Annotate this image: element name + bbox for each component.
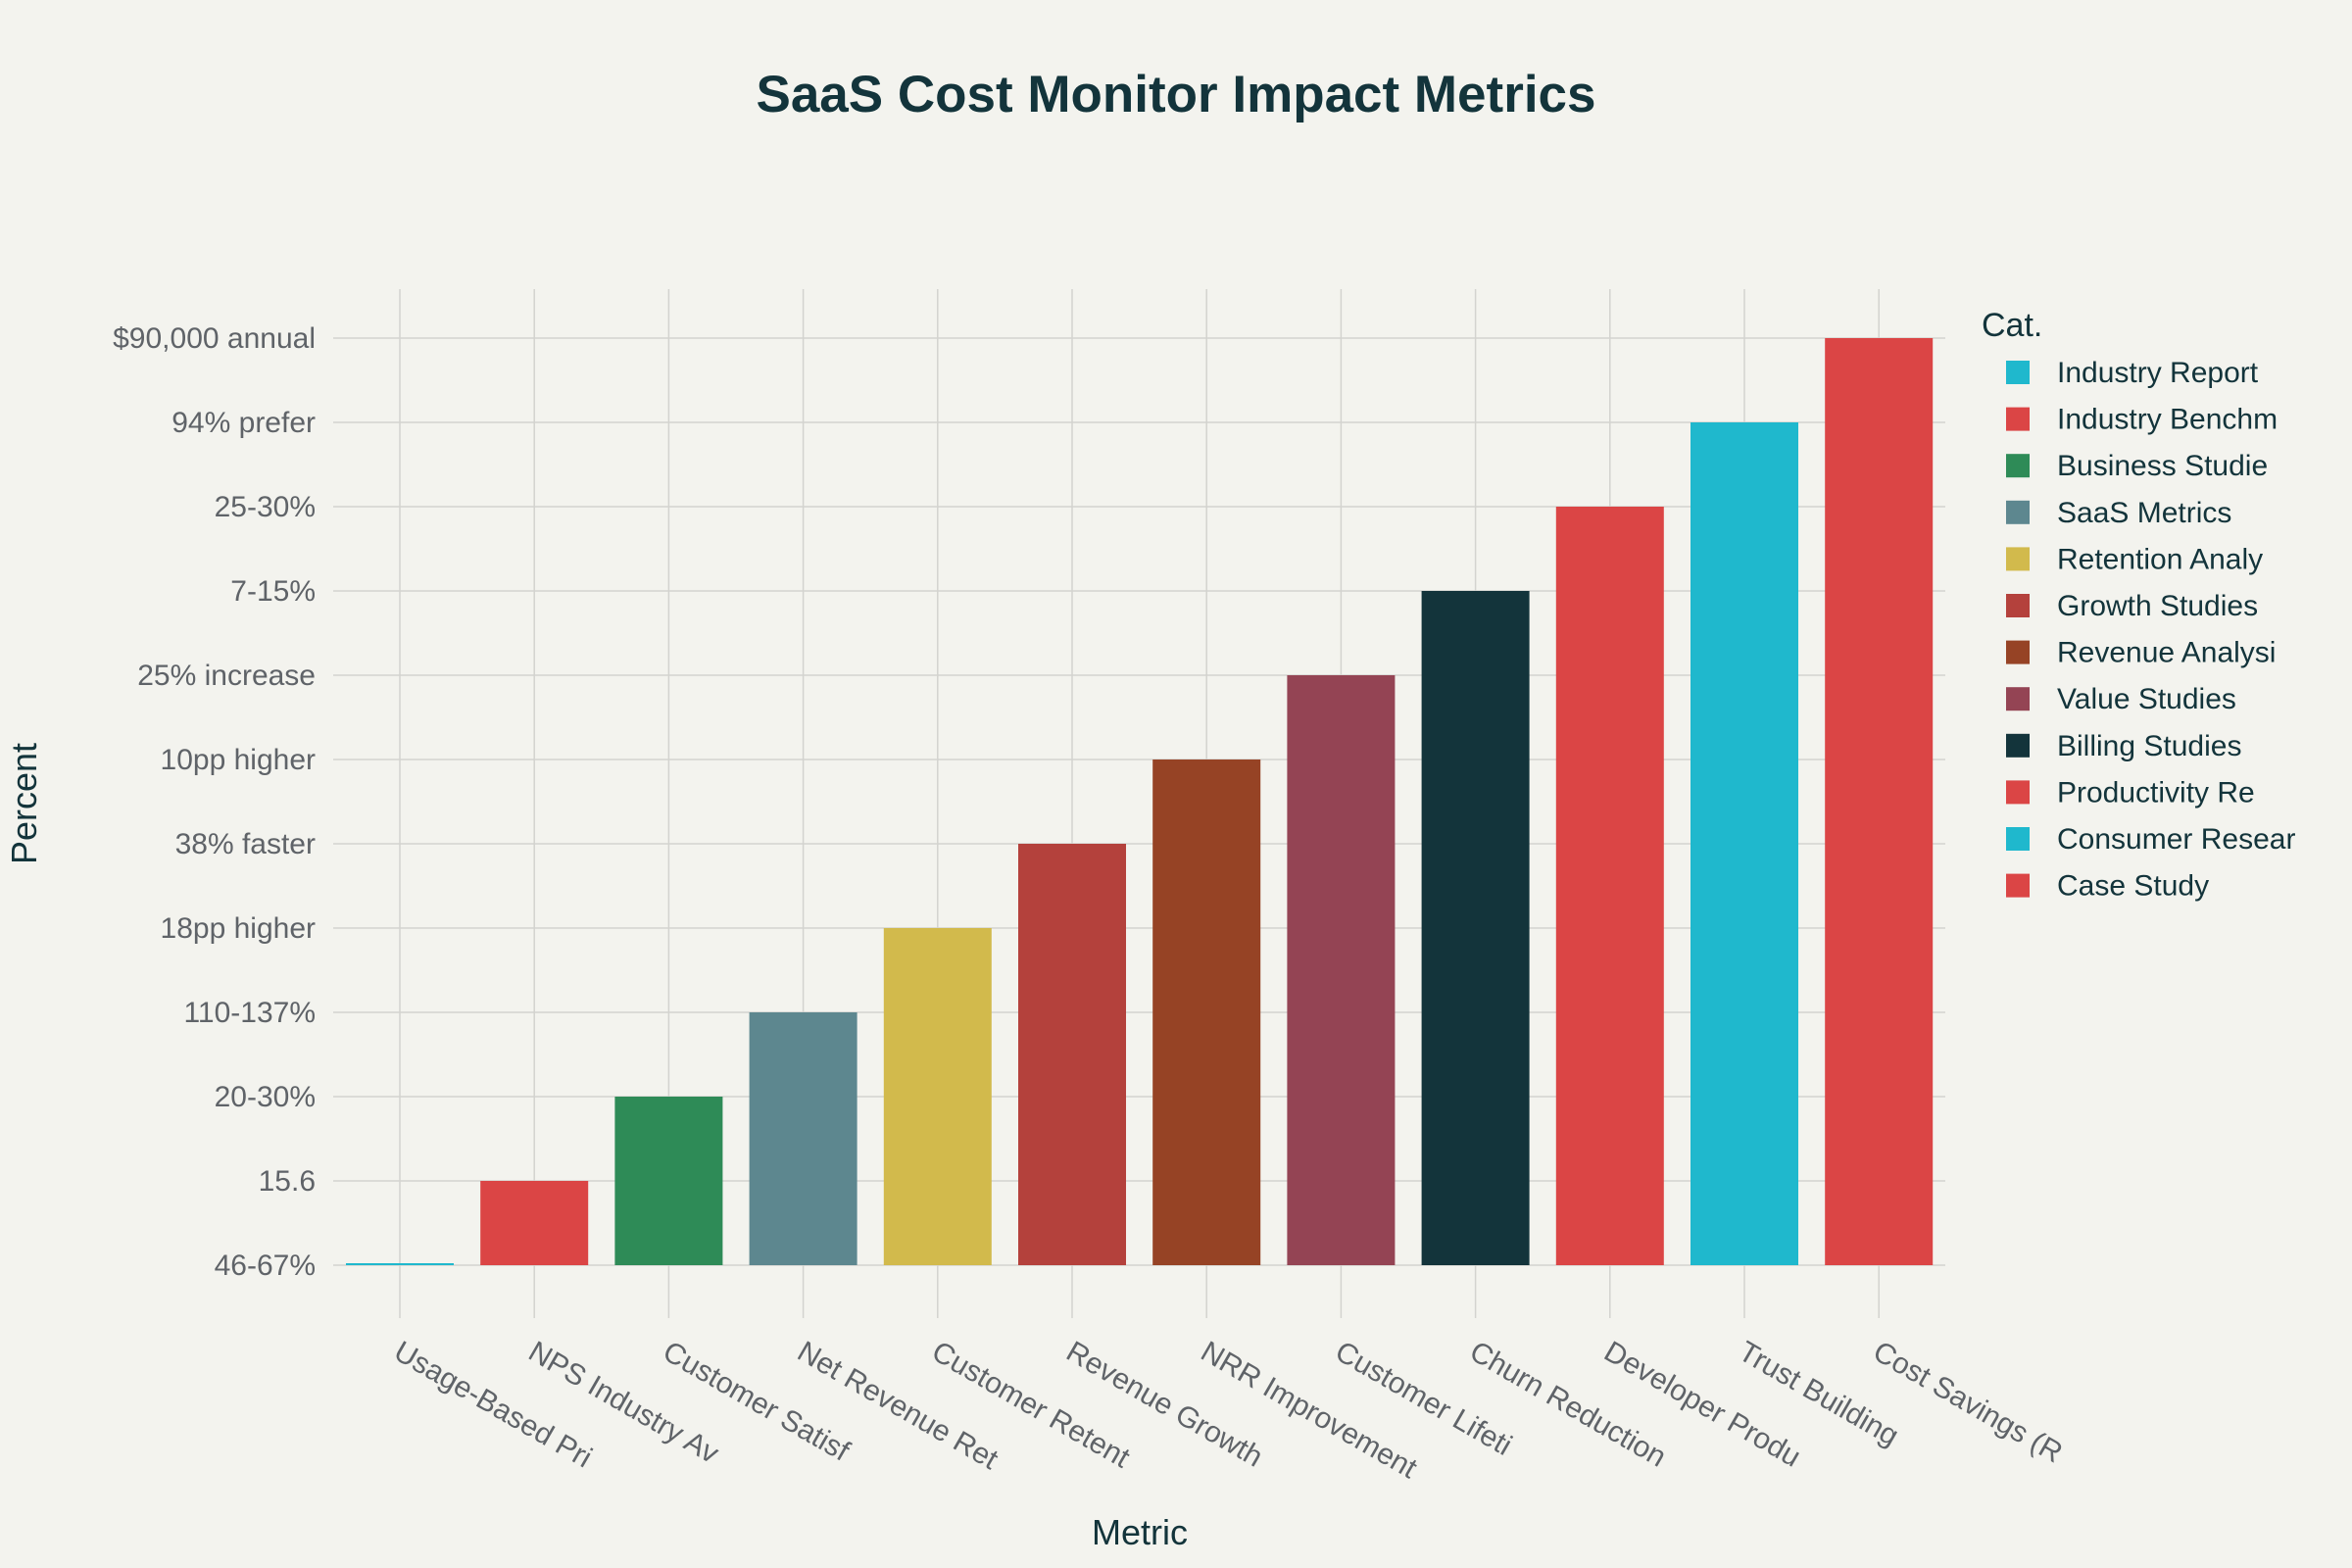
bar <box>749 1012 858 1265</box>
legend-swatch <box>2006 454 2030 478</box>
legend-label: SaaS Metrics <box>2057 497 2231 529</box>
y-axis-title: Percent <box>4 743 44 864</box>
legend-label: Industry Benchm <box>2057 404 2278 436</box>
x-axis-title: Metric <box>1092 1512 1188 1552</box>
y-tick-label: 46-67% <box>215 1250 316 1282</box>
legend-label: Case Study <box>2057 870 2209 903</box>
bar <box>1555 507 1664 1265</box>
bar <box>346 1263 454 1265</box>
legend-swatch <box>2006 780 2030 805</box>
y-tick-label: 25-30% <box>215 491 316 523</box>
legend-title: Cat. <box>1982 307 2042 344</box>
legend-label: Value Studies <box>2057 683 2236 715</box>
bar <box>480 1181 589 1265</box>
bar <box>1421 591 1530 1265</box>
legend-swatch <box>2006 873 2030 898</box>
y-tick-label: 20-30% <box>215 1081 316 1113</box>
y-tick-label: 110-137% <box>183 997 316 1029</box>
bar <box>1690 422 1798 1265</box>
legend-label: Growth Studies <box>2057 590 2258 622</box>
legend-swatch <box>2006 407 2030 431</box>
bar <box>883 928 992 1265</box>
bar <box>1152 760 1261 1265</box>
bar <box>1825 338 1934 1265</box>
bar <box>1287 675 1396 1265</box>
legend-label: Productivity Re <box>2057 776 2255 808</box>
y-tick-label: $90,000 annual <box>113 322 316 355</box>
y-tick-label: 7-15% <box>230 575 316 608</box>
y-tick-label: 25% increase <box>137 660 316 692</box>
legend-swatch <box>2006 500 2030 524</box>
legend-swatch <box>2006 594 2030 617</box>
legend-swatch <box>2006 640 2030 664</box>
legend-swatch <box>2006 827 2030 851</box>
bar <box>614 1097 723 1265</box>
bar <box>1018 844 1126 1265</box>
legend-swatch <box>2006 361 2030 384</box>
legend-swatch <box>2006 687 2030 711</box>
y-tick-label: 38% faster <box>175 828 316 860</box>
x-tick-label: Cost Savings (R <box>1868 1335 2068 1469</box>
chart-title: SaaS Cost Monitor Impact Metrics <box>756 66 1595 123</box>
bars <box>346 338 1934 1265</box>
legend: Cat. Industry Report Industry Benchm Busin… <box>1982 307 2295 903</box>
legend-label: Revenue Analysi <box>2057 637 2276 669</box>
y-tick-label: 94% prefer <box>172 407 316 439</box>
legend-label: Retention Analy <box>2057 543 2263 575</box>
y-axis-ticks: 46-67% 15.6 20-30% 110-137% 18pp higher 38% f… <box>113 322 316 1282</box>
legend-swatch <box>2006 547 2030 571</box>
x-tick-label: NRR Improvement <box>1196 1335 1423 1485</box>
legend-label: Consumer Resear <box>2057 823 2295 856</box>
legend-label: Business Studie <box>2057 450 2268 482</box>
legend-label: Industry Report <box>2057 357 2259 389</box>
y-tick-label: 18pp higher <box>161 912 316 945</box>
legend-label: Billing Studies <box>2057 730 2241 762</box>
legend-swatch <box>2006 733 2030 758</box>
y-tick-label: 15.6 <box>259 1165 316 1198</box>
y-tick-label: 10pp higher <box>161 744 316 776</box>
